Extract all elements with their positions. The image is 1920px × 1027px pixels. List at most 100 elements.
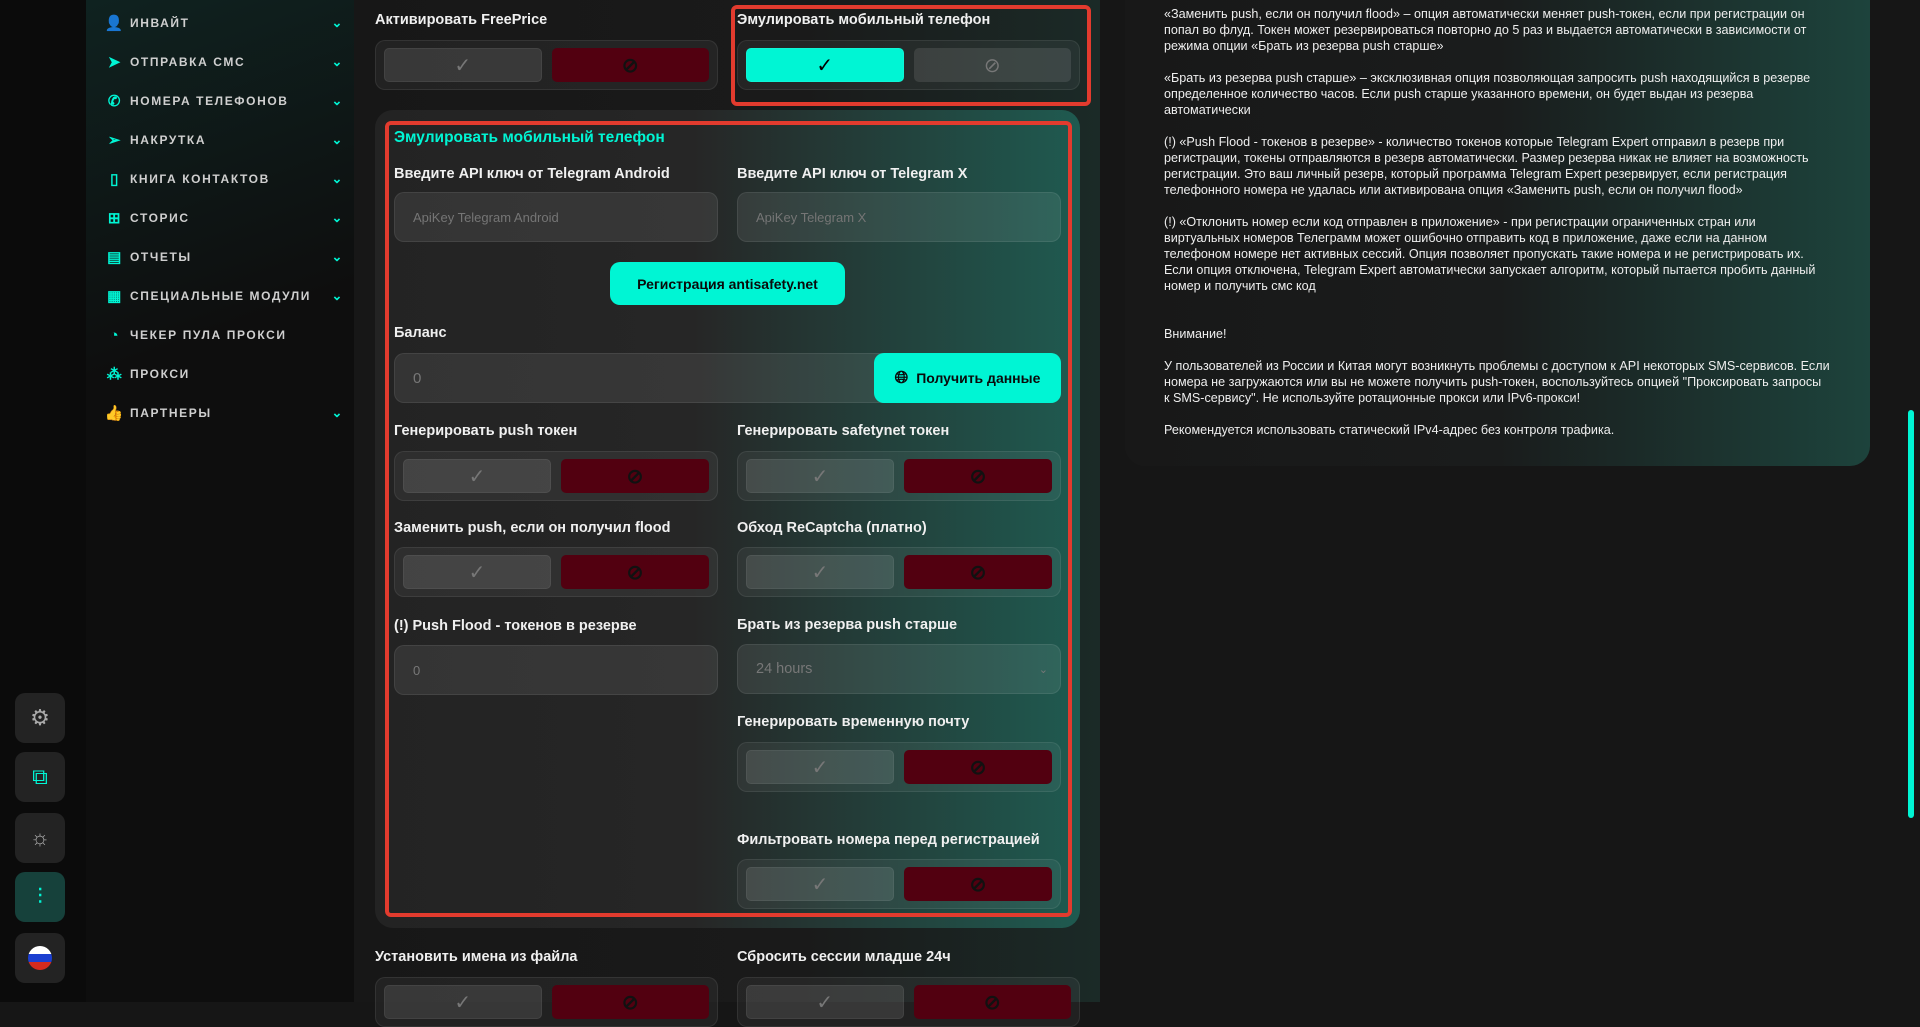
recaptcha-toggle: ✓ ⊘ — [737, 547, 1061, 597]
x-key-input[interactable] — [737, 192, 1061, 242]
info-panel: «Заменить push, если он получил flood» –… — [1125, 0, 1870, 466]
ban-icon: ⊘ — [621, 991, 639, 1014]
nav-item-label: НОМЕРА ТЕЛЕФОНОВ — [130, 94, 289, 108]
disable-button[interactable]: ⊘ — [913, 985, 1071, 1019]
safetynet-toggle: ✓ ⊘ — [737, 451, 1061, 501]
nav-item[interactable]: ⊞ СТОРИС ⌄ — [104, 203, 344, 233]
get-data-label: Получить данные — [916, 370, 1041, 386]
nav-item[interactable]: 👍 ПАРТНЕРЫ ⌄ — [104, 398, 344, 428]
reset-sessions-toggle: ✓ ⊘ — [737, 977, 1080, 1027]
enable-button[interactable]: ✓ — [746, 555, 894, 589]
info-paragraph: (!) «Push Flood - токенов в резерве» - к… — [1164, 135, 1809, 197]
gear-button[interactable]: ⚙ — [15, 693, 65, 743]
sun-button[interactable]: ☼ — [15, 813, 65, 863]
info-paragraph: «Заменить push, если он получил flood» –… — [1164, 7, 1807, 53]
push-token-label: Генерировать push токен — [394, 423, 578, 439]
nav-item[interactable]: ✆ НОМЕРА ТЕЛЕФОНОВ ⌄ — [104, 86, 344, 116]
ban-icon: ⊘ — [626, 465, 644, 488]
plus-square-icon: ⊞ — [107, 210, 123, 227]
push-flood-input[interactable] — [394, 645, 718, 695]
enable-button[interactable]: ✓ — [746, 459, 894, 493]
nav-item[interactable]: ⁂ ПРОКСИ — [104, 359, 344, 389]
external-link-button[interactable]: ⧉ — [15, 752, 65, 802]
nav-item-label: КНИГА КОНТАКТОВ — [130, 172, 270, 186]
check-icon: ✓ — [811, 465, 829, 488]
enable-button[interactable]: ✓ — [384, 48, 542, 82]
send-plus-icon: ➢ — [107, 132, 123, 149]
nav-item[interactable]: 👤 ИНВАЙТ ⌄ — [104, 8, 344, 38]
reserve-label: Брать из резерва push старше — [737, 617, 958, 633]
nav-item-label: ОТЧЕТЫ — [130, 250, 192, 264]
register-antisafety-button[interactable]: Регистрация antisafety.net — [610, 262, 845, 305]
info-paragraph: (!) «Отклонить номер если код отправлен … — [1164, 215, 1816, 293]
disable-button[interactable]: ⊘ — [561, 459, 709, 493]
ban-icon: ⊘ — [983, 54, 1001, 77]
nav-item-label: ИНВАЙТ — [130, 16, 190, 30]
temp-mail-toggle: ✓ ⊘ — [737, 742, 1061, 792]
disable-button[interactable]: ⊘ — [551, 985, 709, 1019]
ban-icon: ⊘ — [969, 873, 987, 896]
check-icon: ✓ — [454, 991, 472, 1014]
info-paragraph: «Брать из резерва push старше» – эксклюз… — [1164, 71, 1811, 117]
check-icon: ✓ — [811, 873, 829, 896]
network-icon: ⁂ — [106, 366, 124, 383]
user-list-icon: 👤 — [104, 15, 126, 32]
check-icon: ✓ — [454, 54, 472, 77]
ban-icon: ⊘ — [983, 991, 1001, 1014]
disable-button[interactable]: ⊘ — [904, 555, 1052, 589]
enable-button[interactable]: ✓ — [746, 750, 894, 784]
sliders-button[interactable]: ⫶ — [15, 872, 65, 922]
emulate-panel — [375, 110, 1080, 928]
disable-button[interactable]: ⊘ — [913, 48, 1071, 82]
nav-item-label: ПАРТНЕРЫ — [130, 406, 212, 420]
gear-icon: ⚙ — [30, 705, 50, 730]
balance-label: Баланс — [394, 325, 447, 341]
chevron-down-icon: ⌄ — [331, 288, 344, 303]
nav-item[interactable]: ➤ ОТПРАВКА СМС ⌄ — [104, 47, 344, 77]
android-key-input[interactable] — [394, 192, 718, 242]
freeprice-toggle: ✓ ⊘ — [375, 40, 718, 90]
filter-toggle: ✓ ⊘ — [737, 859, 1061, 909]
recaptcha-label: Обход ReCaptcha (платно) — [737, 520, 927, 536]
enable-button[interactable]: ✓ — [746, 867, 894, 901]
enable-button[interactable]: ✓ — [403, 555, 551, 589]
disable-button[interactable]: ⊘ — [904, 459, 1052, 493]
nav-item[interactable]: ➢ НАКРУТКА ⌄ — [104, 125, 344, 155]
enable-button[interactable]: ✓ — [746, 48, 904, 82]
reserve-select[interactable]: 24 hours ⌄ — [737, 644, 1061, 694]
panel-title: Эмулировать мобильный телефон — [394, 129, 665, 146]
ban-icon: ⊘ — [969, 756, 987, 779]
chevron-down-icon: ⌄ — [1038, 663, 1048, 676]
chevron-down-icon: ⌄ — [331, 93, 344, 108]
ban-icon: ⊘ — [621, 54, 639, 77]
nav-item[interactable]: ▯ КНИГА КОНТАКТОВ ⌄ — [104, 164, 344, 194]
sidebar-nav: 👤 ИНВАЙТ ⌄ ➤ ОТПРАВКА СМС ⌄ ✆ НОМЕРА ТЕЛЕФОНОВ ⌄… — [86, 0, 354, 1002]
russia-flag-icon — [28, 946, 52, 970]
scrollbar[interactable] — [1908, 410, 1914, 818]
safetynet-label: Генерировать safetynet токен — [737, 423, 950, 439]
sliders-icon: ⫶ — [37, 884, 43, 909]
nav-item[interactable]: ▦ СПЕЦИАЛЬНЫЕ МОДУЛИ ⌄ — [104, 281, 344, 311]
disable-button[interactable]: ⊘ — [551, 48, 709, 82]
get-data-button[interactable]: 🌐︎ Получить данные — [874, 353, 1061, 403]
enable-button[interactable]: ✓ — [403, 459, 551, 493]
replace-push-toggle: ✓ ⊘ — [394, 547, 718, 597]
report-icon: ▤ — [107, 249, 123, 266]
disable-button[interactable]: ⊘ — [904, 750, 1052, 784]
enable-button[interactable]: ✓ — [746, 985, 904, 1019]
names-file-label: Установить имена из файла — [375, 949, 578, 965]
russia-flag-button[interactable] — [15, 933, 65, 983]
ban-icon: ⊘ — [626, 561, 644, 584]
disable-button[interactable]: ⊘ — [904, 867, 1052, 901]
emulate-label: Эмулировать мобильный телефон — [737, 12, 991, 28]
chevron-down-icon: ⌄ — [331, 249, 344, 264]
reset-sessions-label: Сбросить сессии младше 24ч — [737, 949, 951, 965]
disable-button[interactable]: ⊘ — [561, 555, 709, 589]
nav-item-label: СТОРИС — [130, 211, 190, 225]
nav-item[interactable]: ◔ ЧЕКЕР ПУЛА ПРОКСИ — [104, 320, 344, 350]
x-key-label: Введите API ключ от Telegram X — [737, 166, 968, 182]
enable-button[interactable]: ✓ — [384, 985, 542, 1019]
send-icon: ➤ — [107, 54, 123, 71]
reserve-value: 24 hours — [756, 661, 813, 677]
nav-item[interactable]: ▤ ОТЧЕТЫ ⌄ — [104, 242, 344, 272]
